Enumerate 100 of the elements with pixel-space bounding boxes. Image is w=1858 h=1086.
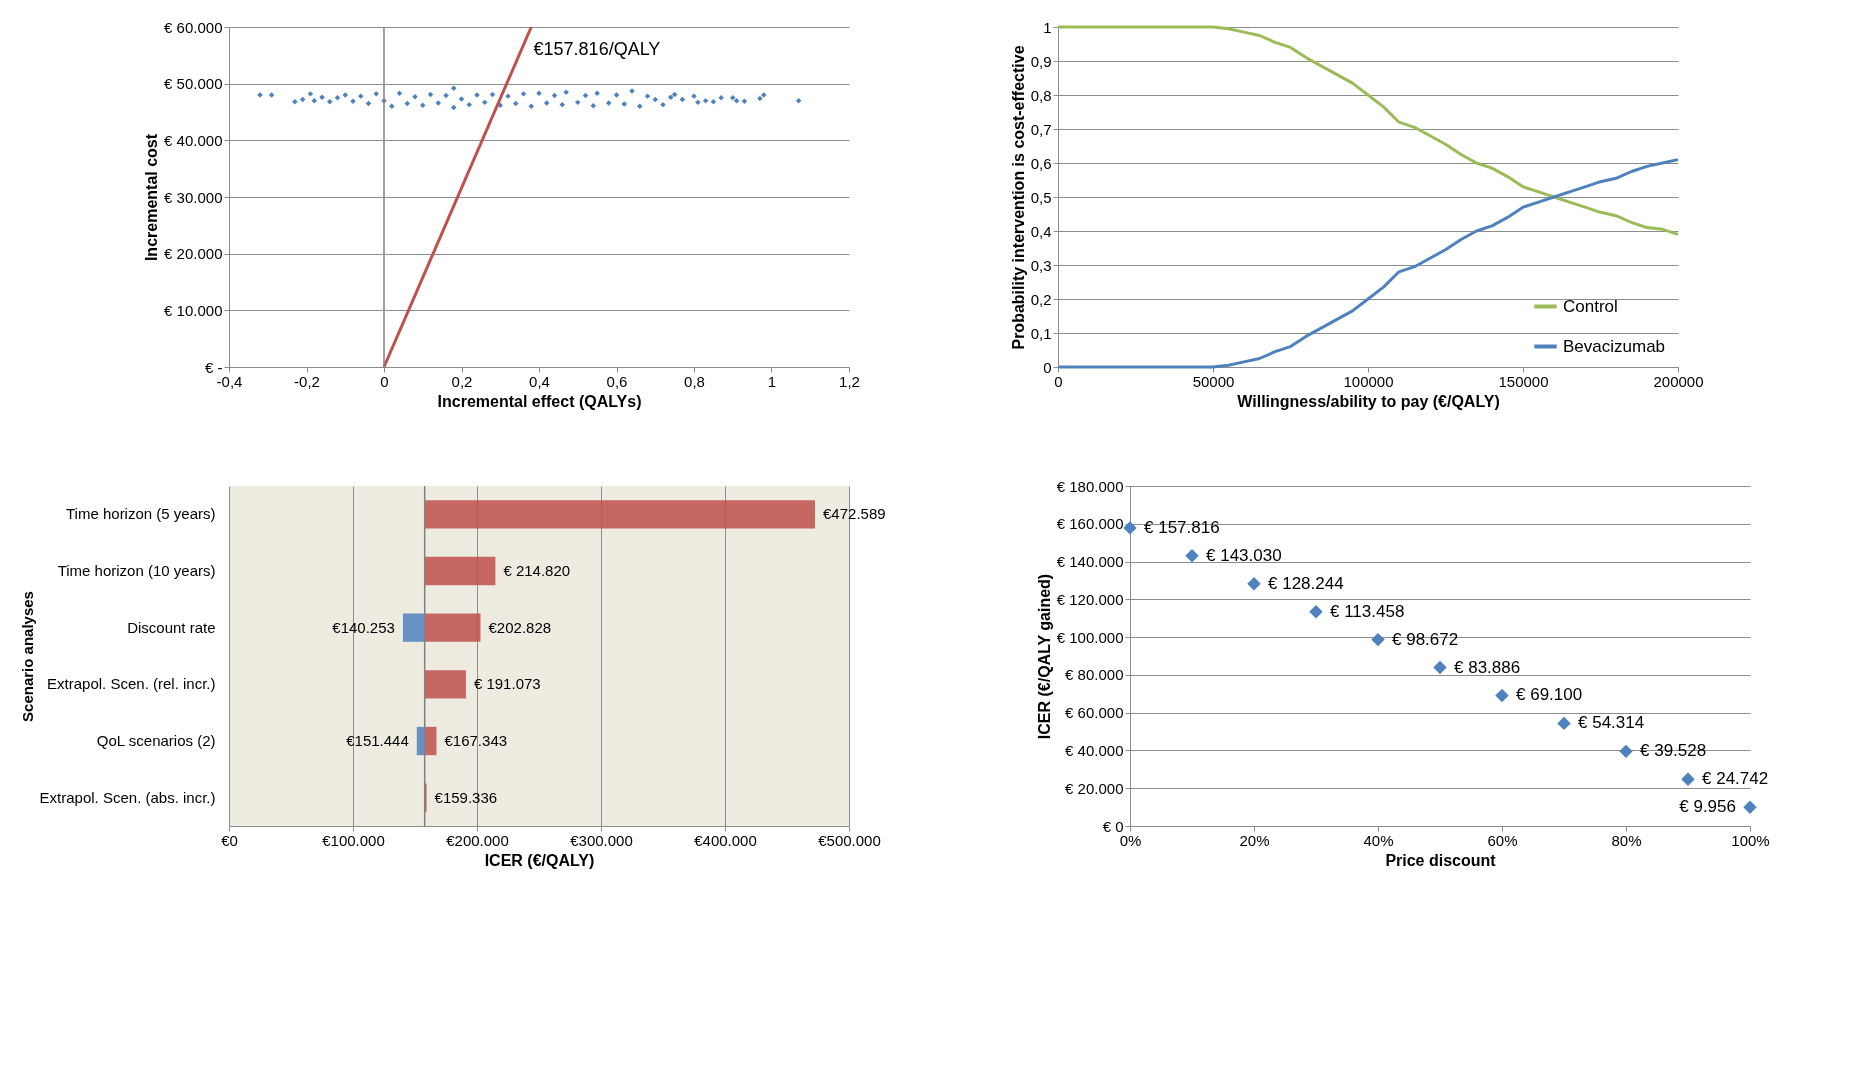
x-tick-label: 200000 bbox=[1653, 372, 1704, 390]
x-tick-label: 20% bbox=[1239, 831, 1270, 849]
bar bbox=[424, 726, 437, 756]
data-label: € 83.886 bbox=[1454, 657, 1521, 677]
y-tick-label: Extrapol. Scen. (rel. incr.) bbox=[47, 675, 216, 693]
y-axis-title: Incremental cost bbox=[143, 133, 161, 262]
data-label: €151.444 bbox=[346, 732, 409, 749]
x-tick-label: 0,6 bbox=[606, 372, 628, 390]
y-tick-label: € 40.000 bbox=[1065, 741, 1124, 759]
y-tick-label: 0,4 bbox=[1030, 222, 1052, 240]
y-tick-label: € 20.000 bbox=[1065, 779, 1124, 797]
y-tick-label: 0,5 bbox=[1030, 188, 1052, 206]
y-axis-title: Scenario analyses bbox=[18, 591, 36, 722]
data-label: €140.253 bbox=[332, 618, 395, 636]
data-label: € 98.672 bbox=[1392, 629, 1459, 649]
y-tick-label: € 120.000 bbox=[1056, 590, 1124, 608]
bar bbox=[424, 556, 496, 586]
x-tick-label: €300.000 bbox=[570, 831, 633, 849]
x-tick-label: 40% bbox=[1363, 831, 1394, 849]
bar bbox=[424, 613, 481, 642]
y-axis-title: ICER (€/QALY gained) bbox=[1035, 573, 1053, 740]
legend-label: Bevacizumab bbox=[1563, 336, 1666, 356]
x-tick-label: €400.000 bbox=[694, 831, 757, 849]
y-tick-label: 0,2 bbox=[1030, 290, 1052, 308]
point bbox=[1123, 521, 1137, 535]
data-label: € 39.528 bbox=[1640, 741, 1707, 761]
point bbox=[1185, 549, 1199, 563]
y-tick-label: € 50.000 bbox=[164, 75, 223, 93]
y-tick-label: Discount rate bbox=[127, 618, 216, 636]
data-label: €202.828 bbox=[488, 618, 552, 636]
data-label: € 128.244 bbox=[1268, 573, 1344, 593]
x-axis-title: Willingness/ability to pay (€/QALY) bbox=[1237, 392, 1500, 410]
x-tick-label: 0,2 bbox=[451, 372, 473, 390]
y-tick-label: QoL scenarios (2) bbox=[96, 732, 216, 749]
x-tick-label: 100% bbox=[1731, 831, 1770, 849]
x-tick-label: -0,2 bbox=[294, 372, 320, 390]
x-tick-label: €200.000 bbox=[446, 831, 509, 849]
y-tick-label: 0,6 bbox=[1030, 154, 1052, 172]
point bbox=[1247, 577, 1261, 591]
data-label: €167.343 bbox=[444, 732, 508, 749]
x-tick-label: 0,8 bbox=[684, 372, 705, 390]
x-tick-label: 1 bbox=[767, 372, 777, 390]
y-tick-label: € 100.000 bbox=[1056, 628, 1124, 646]
y-tick-label: € 80.000 bbox=[1065, 666, 1124, 684]
y-tick-label: Extrapol. Scen. (abs. incr.) bbox=[39, 788, 216, 806]
y-tick-label: € 30.000 bbox=[164, 188, 223, 206]
x-axis-title: Incremental effect (QALYs) bbox=[437, 392, 642, 410]
line-series bbox=[1056, 158, 1680, 369]
y-tick-label: € 40.000 bbox=[164, 131, 223, 149]
data-label: € 191.073 bbox=[473, 675, 541, 693]
point bbox=[1557, 716, 1571, 731]
x-tick-label: 150000 bbox=[1498, 372, 1549, 390]
y-tick-label: Time horizon (5 years) bbox=[66, 505, 216, 523]
y-tick-label: 0,1 bbox=[1030, 324, 1052, 342]
x-tick-label: 80% bbox=[1611, 831, 1642, 849]
point bbox=[1681, 772, 1695, 786]
data-label: € 157.816 bbox=[1144, 517, 1220, 537]
x-tick-label: 50000 bbox=[1192, 372, 1235, 390]
y-axis-title: Probability intervention is cost-effective bbox=[1009, 45, 1027, 350]
y-tick-label: 0 bbox=[1043, 358, 1052, 376]
y-tick-label: Time horizon (10 years) bbox=[57, 562, 216, 579]
x-tick-label: €100.000 bbox=[322, 831, 385, 849]
y-tick-label: 0,9 bbox=[1030, 52, 1052, 70]
data-label: € 24.742 bbox=[1702, 769, 1769, 789]
point bbox=[1371, 632, 1385, 647]
x-tick-label: 0,4 bbox=[529, 372, 550, 390]
y-tick-label: 0,7 bbox=[1030, 120, 1052, 138]
x-tick-label: €0 bbox=[221, 831, 238, 849]
point bbox=[1433, 660, 1447, 675]
bar bbox=[402, 613, 425, 642]
point bbox=[1309, 604, 1323, 619]
y-tick-label: € 10.000 bbox=[164, 301, 223, 319]
bar bbox=[424, 500, 816, 529]
y-tick-label: 0,3 bbox=[1030, 256, 1052, 274]
x-axis-title: Price discount bbox=[1385, 851, 1497, 869]
y-tick-label: € 160.000 bbox=[1056, 515, 1124, 533]
data-label: €159.336 bbox=[434, 788, 498, 806]
point bbox=[1495, 688, 1509, 703]
data-label: € 214.820 bbox=[503, 562, 571, 579]
x-tick-label: 0 bbox=[380, 372, 389, 390]
y-tick-label: € 140.000 bbox=[1056, 553, 1124, 571]
y-tick-label: 1 bbox=[1043, 18, 1052, 36]
data-label: € 54.314 bbox=[1578, 713, 1645, 733]
legend-label: Control bbox=[1563, 296, 1618, 316]
data-label: € 9.956 bbox=[1679, 797, 1736, 817]
x-tick-label: 1,2 bbox=[839, 372, 860, 390]
y-tick-label: 0,8 bbox=[1030, 86, 1052, 104]
point bbox=[1619, 744, 1633, 759]
data-label: € 143.030 bbox=[1206, 545, 1282, 565]
x-axis-title: ICER (€/QALY) bbox=[484, 851, 595, 869]
data-label: € 113.458 bbox=[1330, 601, 1405, 621]
point bbox=[1743, 800, 1757, 814]
bar bbox=[424, 670, 466, 699]
y-tick-label: € 180.000 bbox=[1056, 477, 1124, 495]
x-tick-label: 100000 bbox=[1343, 372, 1394, 390]
y-tick-label: € 20.000 bbox=[164, 245, 223, 263]
data-label: € 69.100 bbox=[1516, 685, 1583, 705]
x-tick-label: 60% bbox=[1487, 831, 1518, 849]
y-tick-label: € 60.000 bbox=[164, 18, 223, 36]
data-label: €472.589 bbox=[823, 505, 886, 523]
